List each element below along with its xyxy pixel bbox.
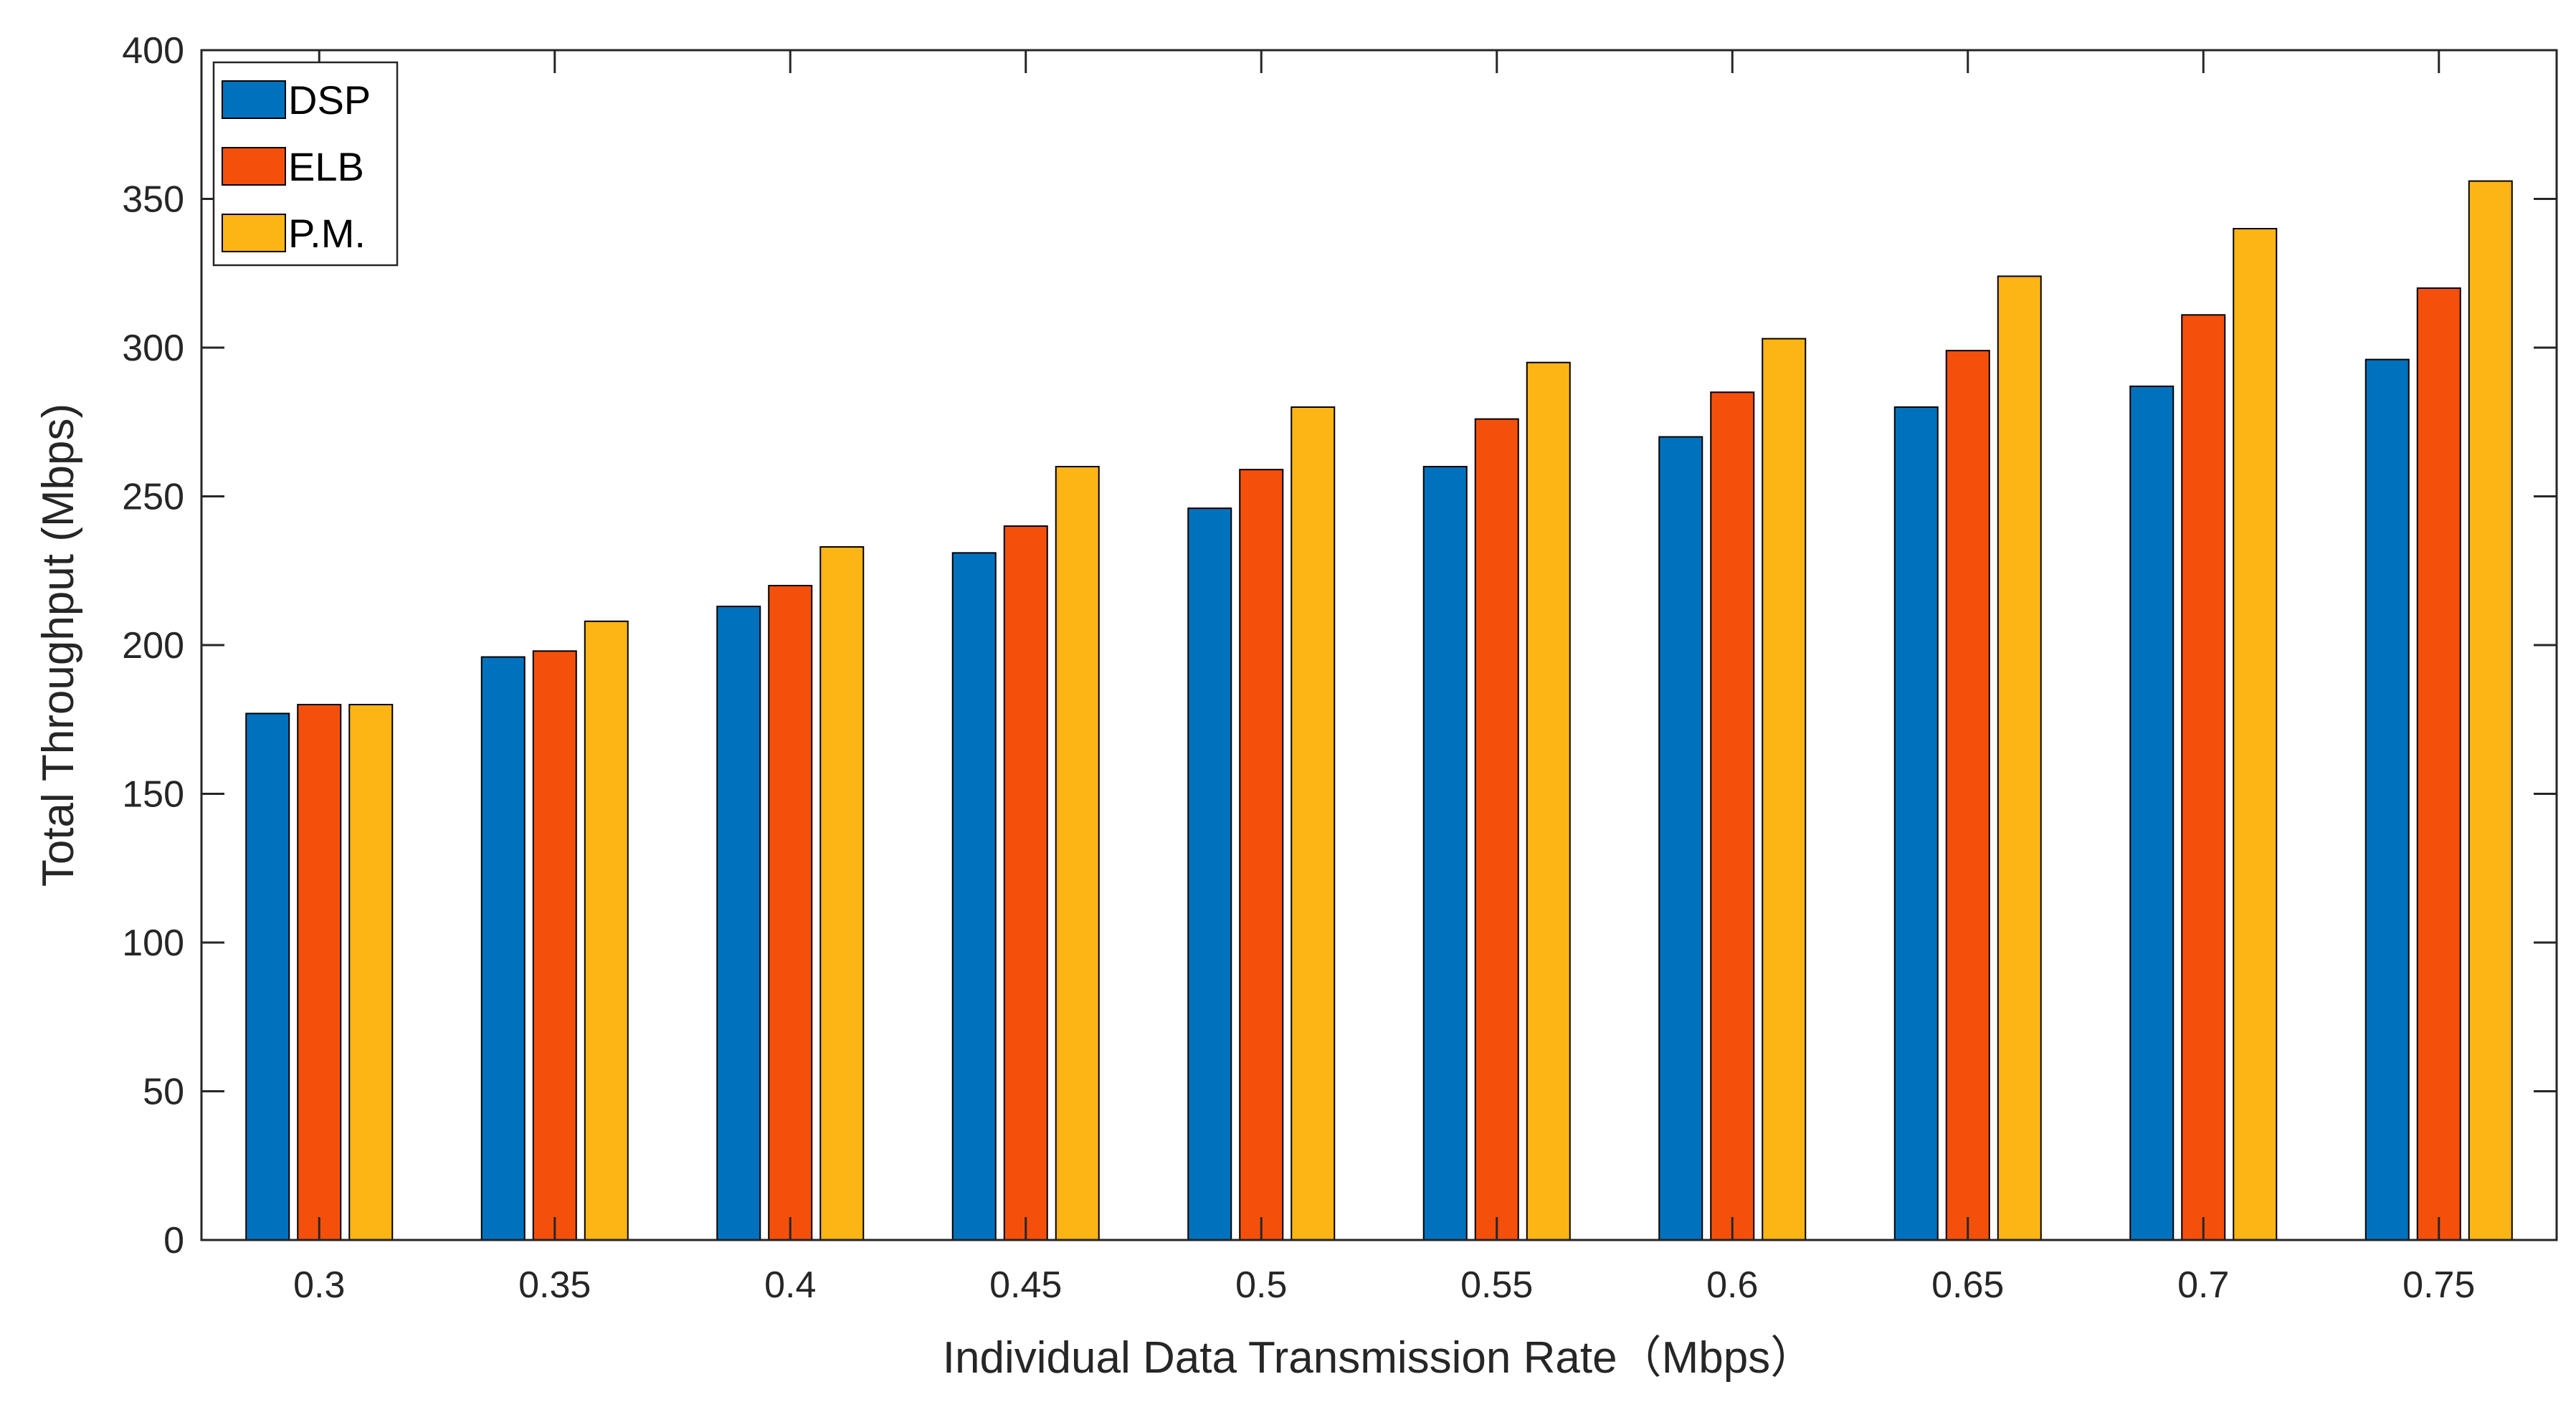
bar-dsp-0.6 (1658, 436, 1703, 1241)
bar-dsp-0.65 (1893, 406, 1939, 1241)
bar-pm-0.5 (1291, 406, 1336, 1241)
x-axis-title: Individual Data Transmission Rate（Mbps） (943, 1333, 1815, 1383)
x-tick-label-0.6: 0.6 (1706, 1264, 1758, 1306)
bar-pm-0.65 (1997, 275, 2042, 1241)
legend-label-elb: ELB (288, 144, 364, 189)
bar-pm-0.3 (348, 704, 394, 1241)
legend-swatch-elb (222, 147, 286, 186)
bar-group-0.7 (2129, 228, 2278, 1241)
legend: DSP ELB P.M. (212, 61, 399, 267)
bar-elb-0.65 (1945, 350, 1990, 1241)
legend-label-dsp: DSP (288, 77, 371, 123)
legend-swatch-dsp (222, 80, 286, 119)
bar-elb-0.75 (2416, 287, 2461, 1241)
legend-swatch-pm (222, 214, 286, 252)
x-tick-label-0.5: 0.5 (1235, 1264, 1287, 1306)
bar-group-0.65 (1893, 275, 2042, 1241)
y-axis: 0 50 100 150 200 250 300 350 400 (122, 30, 2557, 1261)
bar-group-0.4 (716, 546, 865, 1241)
bar-group-0.5 (1187, 406, 1336, 1241)
bar-group-0.45 (951, 466, 1100, 1241)
y-tick-label-50: 50 (143, 1072, 184, 1113)
bar-dsp-0.45 (951, 552, 997, 1241)
bar-pm-0.35 (584, 620, 629, 1241)
y-axis-title: Total Throughput (Mbps) (34, 404, 83, 887)
bar-dsp-0.55 (1422, 466, 1468, 1241)
bar-pm-0.7 (2233, 228, 2278, 1241)
bar-dsp-0.35 (480, 656, 526, 1241)
legend-item-dsp: DSP (222, 77, 371, 123)
x-axis: 0.3 0.35 0.4 0.45 0.5 0.55 0.6 0.65 0.7 0.75 (293, 50, 2475, 1306)
bar-group-0.6 (1658, 338, 1807, 1241)
x-tick-label-0.7: 0.7 (2177, 1264, 2229, 1306)
bar-dsp-0.4 (716, 606, 761, 1241)
y-tick-label-200: 200 (122, 625, 184, 667)
bars-layer (245, 180, 2513, 1241)
legend-item-elb: ELB (222, 144, 364, 189)
bar-elb-0.4 (768, 585, 813, 1241)
x-tick-label-0.45: 0.45 (989, 1264, 1062, 1306)
bar-dsp-0.75 (2364, 358, 2410, 1241)
bar-group-0.55 (1422, 361, 1571, 1241)
bar-group-0.35 (480, 620, 629, 1241)
y-tick-label-300: 300 (122, 328, 184, 369)
bar-dsp-0.3 (245, 712, 290, 1241)
y-tick-label-250: 250 (122, 477, 184, 518)
bar-elb-0.45 (1003, 525, 1048, 1241)
bar-elb-0.6 (1710, 391, 1755, 1241)
y-tick-label-0: 0 (163, 1220, 184, 1261)
bar-elb-0.3 (297, 704, 342, 1241)
bar-pm-0.55 (1526, 361, 1571, 1241)
bar-elb-0.35 (532, 650, 577, 1241)
x-tick-label-0.35: 0.35 (518, 1264, 591, 1306)
y-tick-label-350: 350 (122, 179, 184, 221)
bar-group-0.3 (245, 704, 394, 1241)
legend-item-pm: P.M. (222, 211, 366, 256)
bar-group-0.75 (2364, 180, 2513, 1241)
y-tick-label-150: 150 (122, 774, 184, 816)
bar-pm-0.6 (1762, 338, 1807, 1241)
bar-pm-0.4 (819, 546, 865, 1241)
bar-elb-0.5 (1239, 469, 1284, 1241)
x-tick-label-0.4: 0.4 (764, 1264, 816, 1306)
y-tick-label-400: 400 (122, 30, 184, 72)
x-tick-label-0.55: 0.55 (1460, 1264, 1533, 1306)
bar-elb-0.7 (2181, 314, 2226, 1241)
x-tick-label-0.3: 0.3 (293, 1264, 345, 1306)
bar-elb-0.55 (1474, 418, 1519, 1241)
y-tick-label-100: 100 (122, 922, 184, 964)
x-tick-label-0.65: 0.65 (1931, 1264, 2004, 1306)
x-tick-label-0.75: 0.75 (2402, 1264, 2475, 1306)
bar-pm-0.45 (1055, 466, 1100, 1241)
bar-dsp-0.5 (1187, 507, 1232, 1241)
bar-pm-0.75 (2468, 180, 2513, 1241)
bar-dsp-0.7 (2129, 385, 2175, 1241)
legend-label-pm: P.M. (288, 211, 366, 256)
